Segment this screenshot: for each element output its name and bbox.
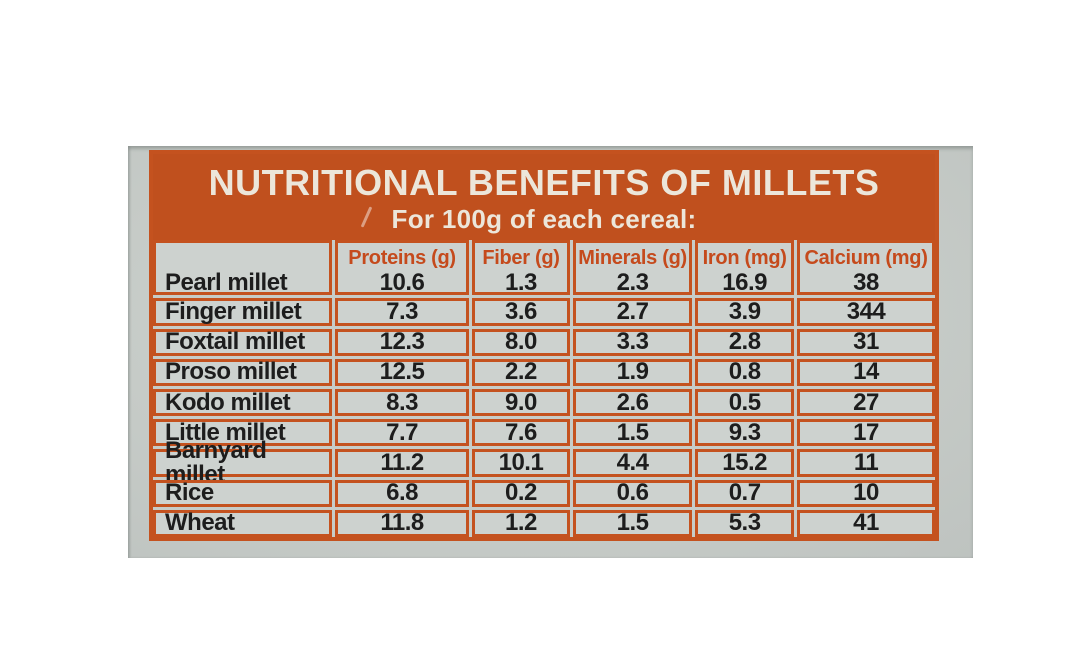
table-cell: 31 — [797, 328, 935, 356]
column-header: Minerals (g) — [578, 247, 687, 269]
table-cell: 3.3 — [572, 328, 693, 356]
table-cell: 14 — [797, 358, 935, 386]
table-cell: 2.2 — [472, 358, 570, 386]
table-cell: 9.0 — [472, 389, 570, 417]
table-cell: 12.5 — [335, 358, 470, 386]
table-cell: 344 — [797, 298, 935, 326]
table-cell: 1.5 — [572, 509, 693, 537]
table-cell: 4.4 — [572, 449, 693, 477]
table-cell: 7.3 — [335, 298, 470, 326]
table-cell: 2.3 — [616, 269, 649, 296]
table-cell: 7.7 — [335, 419, 470, 447]
table-cell: 10.6 — [379, 269, 425, 296]
banner-title: NUTRITIONAL BENEFITS OF MILLETS — [208, 162, 880, 203]
table-cell: 8.0 — [472, 328, 570, 356]
table-cell: 10.1 — [472, 449, 570, 477]
header-and-cell: Calcium (mg) 38 — [797, 240, 935, 296]
table-cell: 0.5 — [695, 389, 795, 417]
table-cell: 38 — [853, 269, 879, 296]
header-and-cell: Proteins (g) 10.6 — [335, 240, 470, 296]
title-banner: NUTRITIONAL BENEFITS OF MILLETS For 100g… — [153, 154, 935, 240]
table-cell: 11 — [797, 449, 935, 477]
package-photo: NUTRITIONAL BENEFITS OF MILLETS For 100g… — [128, 146, 973, 558]
column-header: Iron (mg) — [702, 247, 787, 269]
column-header: Fiber (g) — [482, 247, 560, 269]
table-cell: 15.2 — [695, 449, 795, 477]
table-cell: 27 — [797, 389, 935, 417]
row-label: Wheat — [153, 509, 333, 537]
header-and-cell: Iron (mg) 16.9 — [695, 240, 795, 296]
table-cell: 1.5 — [572, 419, 693, 447]
nutrition-table: Pearl millet Proteins (g) 10.6 Fiber (g)… — [153, 240, 935, 537]
table-cell: 1.2 — [472, 509, 570, 537]
table-cell: 5.3 — [695, 509, 795, 537]
column-header: Calcium (mg) — [804, 247, 928, 269]
banner-subtitle: For 100g of each cereal: — [391, 204, 697, 234]
corner-and-row-label: Pearl millet — [153, 240, 333, 296]
table-cell: 7.6 — [472, 419, 570, 447]
table-cell: 8.3 — [335, 389, 470, 417]
table-cell: 0.8 — [695, 358, 795, 386]
table-cell: 10 — [797, 479, 935, 507]
row-label: Barnyard millet — [153, 438, 333, 487]
corner-cell — [156, 245, 329, 271]
table-cell: 0.6 — [572, 479, 693, 507]
row-label: Proso millet — [153, 358, 333, 386]
header-and-cell: Minerals (g) 2.3 — [572, 240, 693, 296]
table-cell: 1.3 — [505, 269, 537, 296]
row-label: Foxtail millet — [153, 328, 333, 356]
table-cell: 3.6 — [472, 298, 570, 326]
table-cell: 16.9 — [722, 269, 767, 296]
row-label: Finger millet — [153, 298, 333, 326]
table-cell: 12.3 — [335, 328, 470, 356]
table-cell: 9.3 — [695, 419, 795, 447]
table-cell: 2.7 — [572, 298, 693, 326]
table-cell: 3.9 — [695, 298, 795, 326]
table-cell: 0.2 — [472, 479, 570, 507]
row-label: Rice — [153, 479, 333, 507]
table-cell: 2.8 — [695, 328, 795, 356]
table-cell: 2.6 — [572, 389, 693, 417]
table-cell: 41 — [797, 509, 935, 537]
row-label: Kodo millet — [153, 389, 333, 417]
row-label: Pearl millet — [165, 269, 288, 296]
column-header: Proteins (g) — [348, 247, 456, 269]
nutrition-card: NUTRITIONAL BENEFITS OF MILLETS For 100g… — [149, 150, 939, 541]
table-cell: 11.2 — [335, 449, 470, 477]
row-label: Little millet — [153, 419, 333, 447]
table-cell: 17 — [797, 419, 935, 447]
table-cell: 1.9 — [572, 358, 693, 386]
table-cell: 11.8 — [335, 509, 470, 537]
table-cell: 0.7 — [695, 479, 795, 507]
header-and-cell: Fiber (g) 1.3 — [472, 240, 570, 296]
table-cell: 6.8 — [335, 479, 470, 507]
